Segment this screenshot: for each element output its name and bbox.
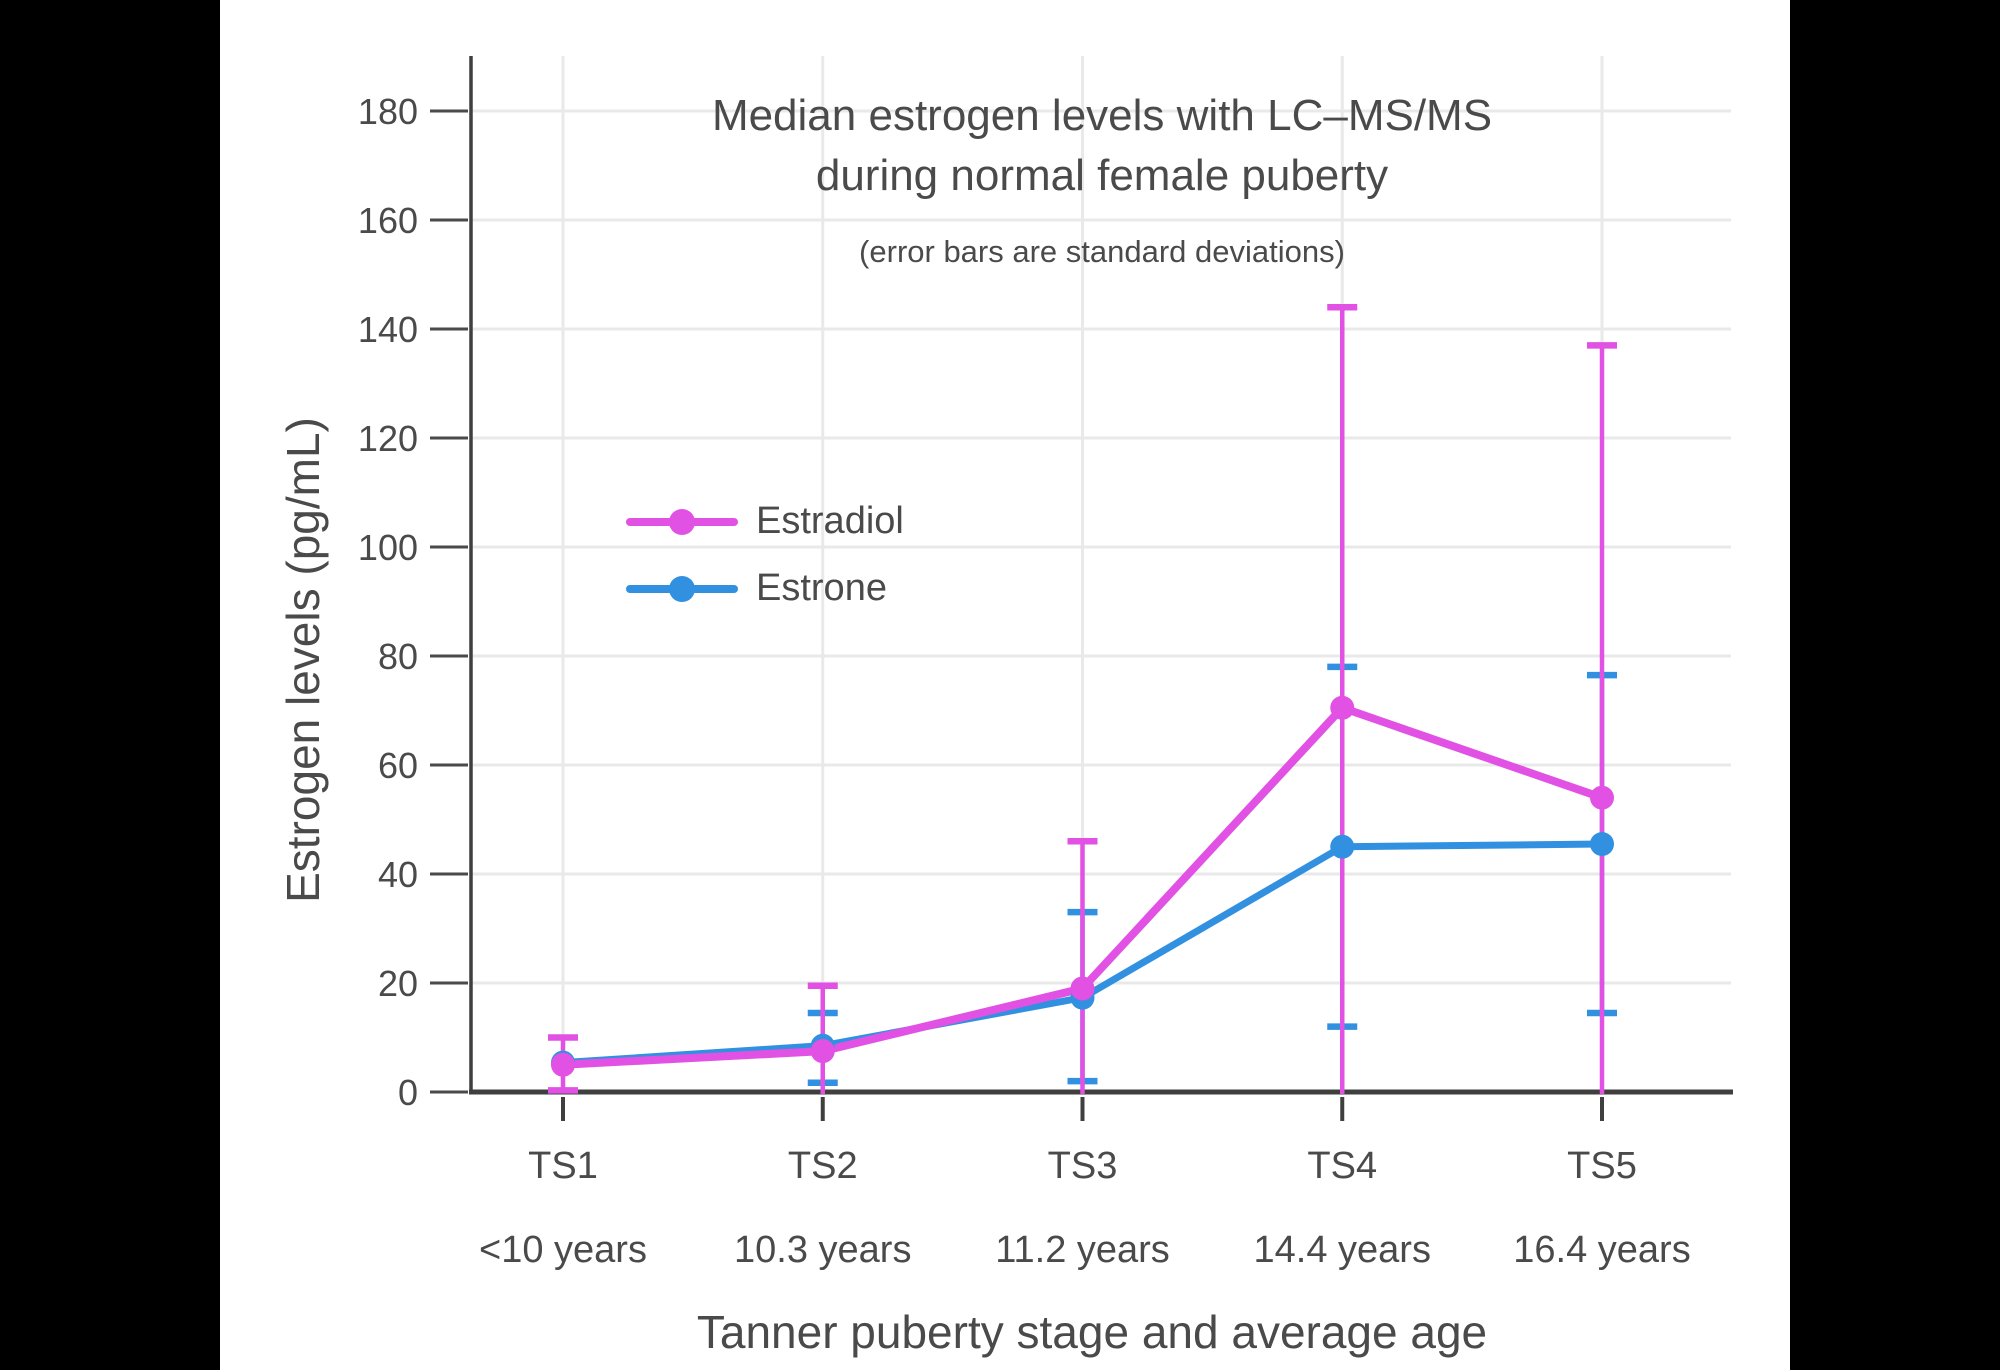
marker-estradiol-ts2: [810, 1039, 835, 1064]
chart-title: Median estrogen levels with LC–MS/MS dur…: [712, 86, 1492, 206]
x-tick-label-ts5: TS5: [1567, 1145, 1637, 1187]
y-tick-label-140: 140: [358, 309, 418, 350]
legend-item-estrone[interactable]: Estrone: [626, 555, 904, 622]
x-age-label-ts3: 11.2 years: [995, 1229, 1170, 1271]
chart-plot-area: 0 20 40 60 80 100 120 140 160 180 TS1 <10 years TS2 1…: [358, 56, 1733, 1271]
x-age-label-ts4: 14.4 years: [1254, 1229, 1431, 1271]
chart-title-line-1: Median estrogen levels with LC–MS/MS: [711, 91, 1493, 140]
x-tick-label-ts4: TS4: [1307, 1145, 1377, 1187]
y-tick-label-40: 40: [378, 854, 418, 895]
x-axis-title: Tanner puberty stage and average age: [696, 1306, 1488, 1358]
right-black-bar: [1790, 0, 2000, 1370]
legend: Estradiol Estrone: [626, 488, 904, 622]
marker-estradiol-ts4: [1330, 695, 1355, 720]
legend-label-estradiol: Estradiol: [756, 500, 904, 542]
legend-label-estrone: Estrone: [756, 567, 887, 609]
y-tick-label-160: 160: [358, 200, 418, 241]
chart-title-line-2: during normal female puberty: [815, 151, 1389, 200]
x-tick-label-ts3: TS3: [1048, 1145, 1118, 1187]
marker-estradiol-ts5: [1590, 785, 1614, 810]
x-age-label-ts1: <10 years: [479, 1229, 647, 1271]
x-age-label-ts2: 10.3 years: [734, 1229, 911, 1271]
y-tick-label-120: 120: [358, 418, 418, 459]
marker-estrone-ts4: [1330, 834, 1355, 859]
y-tick-label-20: 20: [378, 963, 418, 1004]
y-tick-label-80: 80: [378, 636, 418, 677]
x-age-label-ts5: 16.4 years: [1513, 1229, 1690, 1271]
left-black-bar: [0, 0, 220, 1370]
y-axis-title: Estrogen levels (pg/mL): [277, 417, 329, 903]
legend-swatch-estrone-icon: [626, 575, 738, 602]
x-tick-label-ts1: TS1: [528, 1145, 598, 1187]
y-tick-label-180: 180: [358, 91, 418, 132]
marker-estrone-ts5: [1590, 832, 1614, 857]
marker-estradiol-ts3: [1070, 976, 1095, 1001]
legend-swatch-estradiol-icon: [626, 508, 738, 535]
y-tick-label-60: 60: [378, 745, 418, 786]
chart-panel: 0 20 40 60 80 100 120 140 160 180 TS1 <10 years TS2 1…: [220, 0, 1790, 1370]
y-tick-label-100: 100: [358, 527, 418, 568]
marker-estradiol-ts1: [551, 1052, 575, 1077]
x-tick-label-ts2: TS2: [788, 1145, 858, 1187]
legend-item-estradiol[interactable]: Estradiol: [626, 488, 904, 555]
chart-subtitle: (error bars are standard deviations): [859, 234, 1345, 269]
y-tick-label-0: 0: [398, 1072, 418, 1113]
